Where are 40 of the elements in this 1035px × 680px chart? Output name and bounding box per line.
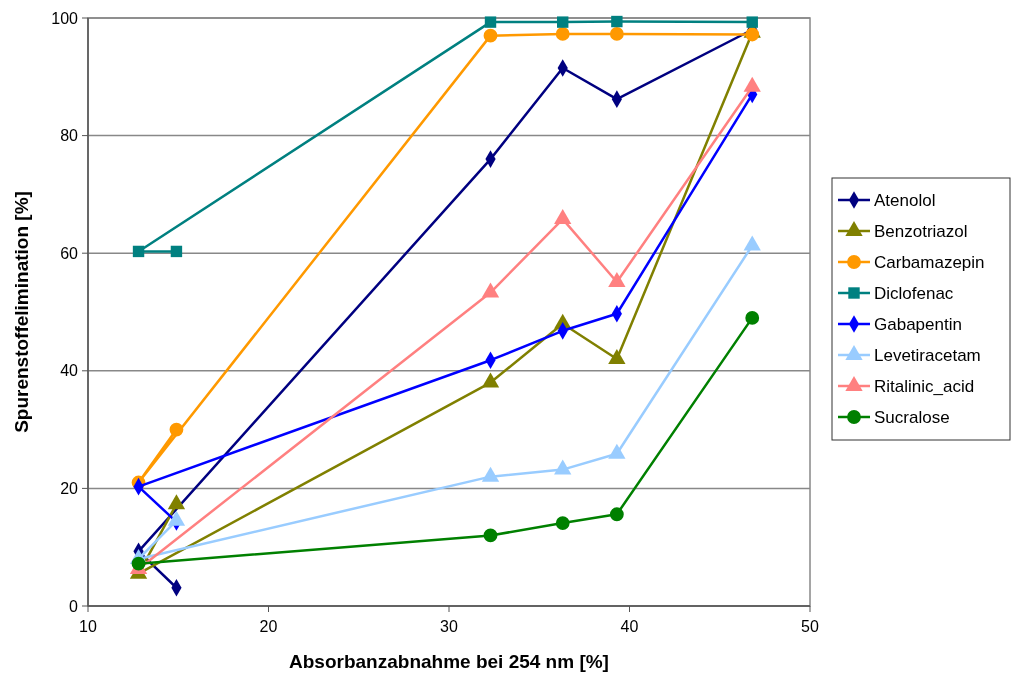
point (170, 245, 183, 258)
point (745, 310, 760, 325)
y-tick-label: 20 (60, 480, 79, 497)
legend-label: Sucralose (874, 407, 950, 427)
point (611, 15, 623, 28)
legend-label: Diclofenac (874, 283, 954, 303)
x-axis-title: Absorbanzabnahme bei 254 nm [%] (289, 651, 609, 672)
point (483, 528, 498, 543)
point (555, 516, 570, 530)
point (609, 26, 624, 41)
y-axis-title: Spurenstoffelimination [%] (11, 191, 32, 433)
x-tick-label: 50 (801, 618, 819, 635)
point (132, 245, 145, 258)
y-tick-label: 0 (69, 597, 79, 615)
point (608, 349, 626, 365)
legend-label: Levetiracetam (874, 345, 981, 365)
x-tick-label: 30 (440, 618, 458, 635)
point (484, 16, 497, 28)
point (609, 507, 624, 522)
point (555, 26, 570, 41)
point (746, 16, 758, 28)
x-tick-label: 20 (259, 618, 278, 635)
point (483, 28, 498, 43)
point (608, 272, 626, 288)
legend-label: Atenolol (874, 190, 936, 210)
point (167, 494, 186, 510)
point (169, 422, 184, 437)
y-tick-label: 40 (60, 362, 79, 380)
point (745, 27, 760, 42)
legend-label: Carbamazepin (874, 252, 985, 272)
x-tick-label: 10 (79, 618, 97, 635)
x-tick-label: 40 (620, 618, 639, 635)
point (554, 209, 572, 225)
y-tick-label: 100 (51, 9, 79, 27)
y-tick-label: 60 (60, 244, 79, 262)
legend-label: Ritalinic_acid (874, 376, 975, 396)
legend-label: Benzotriazol (874, 221, 968, 241)
legend-label: Gabapentin (874, 314, 962, 334)
y-tick-label: 80 (60, 127, 79, 145)
point (557, 16, 569, 28)
